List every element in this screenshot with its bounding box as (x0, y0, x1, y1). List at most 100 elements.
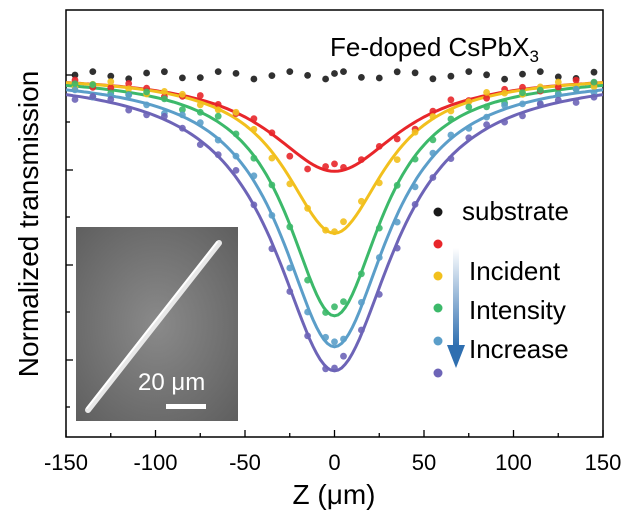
chart-title: Fe-doped CsPbX3 (330, 32, 539, 66)
point-intensity-4 (572, 85, 580, 93)
nanowire (85, 240, 222, 413)
legend: substrate Incident Intensity Increase (433, 196, 569, 378)
point-substrate (590, 68, 598, 76)
x-tick-label-100: 100 (495, 450, 532, 475)
point-intensity-1 (250, 115, 258, 123)
point-intensity-3 (590, 78, 598, 86)
point-intensity-3 (89, 81, 97, 89)
legend-marker-intensity-3 (433, 303, 443, 313)
x-tick-label--100: -100 (133, 450, 177, 475)
point-intensity-4 (322, 333, 329, 341)
y-axis-ticks (66, 74, 73, 408)
legend-arrow-text-3: Increase (469, 334, 569, 364)
point-intensity-3 (447, 115, 455, 123)
point-intensity-5 (429, 174, 437, 181)
point-substrate (125, 75, 133, 83)
point-intensity-5 (501, 118, 508, 126)
point-intensity-3 (411, 155, 419, 163)
point-intensity-4 (232, 152, 240, 160)
point-intensity-5 (375, 291, 383, 298)
point-intensity-4 (286, 264, 294, 272)
point-intensity-4 (71, 86, 79, 94)
point-intensity-3 (429, 136, 437, 144)
legend-marker-intensity-1 (433, 239, 443, 249)
legend-marker-intensity-5 (433, 368, 443, 378)
fit-curve-intensity-4 (66, 88, 603, 349)
point-substrate (179, 74, 186, 82)
point-intensity-5 (268, 245, 276, 253)
point-intensity-5 (572, 99, 580, 106)
point-substrate (447, 72, 455, 80)
scale-bar-label: 20 μm (138, 369, 205, 396)
legend-arrow-text-2: Intensity (469, 295, 566, 325)
point-substrate (483, 71, 490, 79)
point-substrate (322, 75, 329, 83)
point-intensity-1 (572, 76, 580, 84)
point-intensity-3 (322, 309, 329, 316)
point-intensity-5 (214, 151, 222, 159)
point-intensity-2 (501, 89, 508, 97)
point-intensity-4 (268, 212, 276, 219)
point-intensity-5 (340, 352, 347, 360)
point-intensity-4 (331, 338, 338, 346)
point-intensity-1 (554, 83, 562, 91)
point-intensity-2 (393, 156, 401, 164)
point-intensity-4 (519, 100, 526, 108)
point-intensity-1 (286, 152, 294, 160)
point-intensity-5 (232, 167, 240, 174)
legend-marker-intensity-2 (433, 271, 443, 281)
point-substrate (196, 74, 204, 81)
point-intensity-1 (107, 84, 115, 92)
point-intensity-3 (161, 95, 168, 103)
point-substrate (71, 71, 79, 79)
point-intensity-2 (375, 179, 383, 187)
point-intensity-1 (331, 160, 338, 168)
point-substrate (107, 72, 115, 80)
point-substrate (286, 68, 294, 75)
point-intensity-2 (447, 107, 455, 115)
x-tick-label--150: -150 (44, 450, 88, 475)
point-intensity-2 (161, 88, 168, 95)
point-intensity-3 (179, 106, 186, 114)
intensity-arrow-shaft (453, 248, 459, 346)
point-intensity-1 (196, 92, 204, 99)
point-intensity-1 (519, 83, 526, 91)
point-intensity-5 (71, 96, 79, 103)
point-intensity-2 (232, 108, 240, 116)
point-intensity-3 (214, 112, 222, 120)
x-tick-label-50: 50 (412, 450, 436, 475)
point-intensity-3 (286, 223, 294, 231)
point-intensity-3 (196, 108, 204, 116)
point-intensity-3 (232, 130, 240, 138)
point-substrate (331, 70, 338, 77)
y-axis-label: Normalized transmission (13, 71, 44, 378)
point-intensity-5 (331, 364, 338, 372)
point-intensity-3 (340, 298, 347, 305)
point-intensity-2 (429, 113, 437, 120)
point-intensity-4 (358, 299, 365, 306)
point-intensity-3 (375, 224, 383, 232)
point-intensity-2 (554, 78, 562, 86)
point-intensity-5 (519, 112, 526, 120)
point-intensity-5 (358, 326, 365, 334)
point-intensity-2 (214, 106, 222, 114)
point-intensity-4 (393, 218, 401, 226)
legend-marker-substrate (433, 207, 443, 217)
point-intensity-4 (483, 113, 490, 121)
point-intensity-4 (214, 136, 222, 144)
point-intensity-1 (483, 94, 490, 102)
point-intensity-1 (304, 165, 311, 173)
point-intensity-2 (304, 204, 311, 212)
point-intensity-5 (411, 201, 419, 208)
point-intensity-1 (340, 164, 347, 171)
point-intensity-2 (250, 125, 258, 133)
point-intensity-2 (331, 228, 338, 236)
point-intensity-4 (196, 119, 204, 127)
point-substrate (214, 68, 222, 75)
point-intensity-5 (179, 124, 186, 132)
point-intensity-3 (358, 270, 365, 278)
point-substrate (340, 68, 347, 75)
point-intensity-1 (429, 107, 437, 115)
point-intensity-3 (536, 86, 544, 94)
